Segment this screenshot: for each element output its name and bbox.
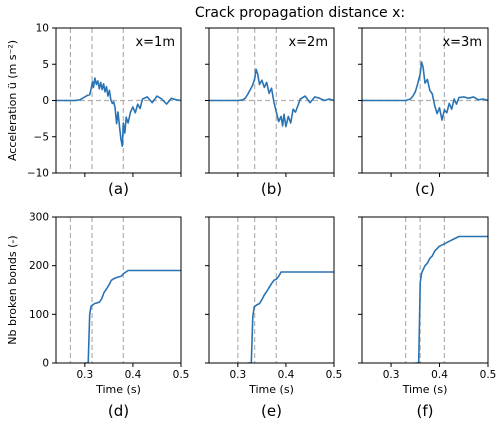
x-tick-label: 0.3 <box>383 369 400 381</box>
y-tick-label: 5 <box>42 59 49 71</box>
x-tick-label: 0.4 <box>431 369 448 381</box>
distance-annotation: x=3m <box>442 35 482 50</box>
panel-label: (f) <box>417 402 434 420</box>
distance-annotation: x=2m <box>288 35 328 50</box>
y-axis-label: Nb broken bonds (-) <box>6 235 19 344</box>
panel-label: (a) <box>108 180 129 198</box>
plot-frame <box>55 216 182 364</box>
x-axis-label: Time (s) <box>402 383 448 396</box>
x-tick-label: 0.5 <box>480 369 497 381</box>
x-tick-label: 0.5 <box>173 369 190 381</box>
series-line <box>56 77 181 147</box>
x-tick-label: 0.3 <box>76 369 93 381</box>
panel-e: 0.3 0.4 0.5 Time (s) (e) <box>205 216 343 420</box>
y-tick-label: 0 <box>42 95 49 107</box>
panel-b: x=2m (b) <box>205 27 335 198</box>
y-tick-label: 100 <box>29 309 49 321</box>
x-tick-label: 0.4 <box>278 369 295 381</box>
x-tick-label: 0.5 <box>326 369 343 381</box>
x-tick-label: 0.4 <box>125 369 142 381</box>
figure-title: Crack propagation distance x: <box>195 5 405 21</box>
plot-frame <box>208 216 335 364</box>
y-axis-label: Acceleration ü (m s⁻²) <box>6 40 19 161</box>
series-line <box>362 61 488 121</box>
y-tick-label: −5 <box>34 131 49 143</box>
y-tick-label: 10 <box>36 23 49 35</box>
panel-d: 0 100 200 300 0.3 0.4 0.5 Time (s) Nb broken bon… <box>6 212 189 421</box>
x-axis-label: Time (s) <box>95 383 141 396</box>
series-line <box>415 235 488 363</box>
panel-label: (b) <box>261 180 282 198</box>
y-tick-label: −10 <box>27 168 49 180</box>
panel-f: 0.3 0.4 0.5 Time (s) (f) <box>358 216 497 420</box>
y-tick-label: 200 <box>29 260 49 272</box>
x-tick-label: 0.3 <box>229 369 246 381</box>
x-axis-label: Time (s) <box>248 383 294 396</box>
y-tick-label: 300 <box>29 212 49 224</box>
distance-annotation: x=1m <box>135 35 175 50</box>
panel-label: (c) <box>415 180 435 198</box>
plot-frame <box>361 216 489 364</box>
series-line <box>84 269 181 363</box>
series-line <box>247 271 334 363</box>
panel-a: −10 −5 0 5 10 Acceleration ü (m s⁻²) x=1m (a) <box>6 23 182 198</box>
y-tick-label: 0 <box>42 358 49 370</box>
panel-label: (d) <box>108 402 129 420</box>
series-line <box>209 68 334 128</box>
panel-c: x=3m (c) <box>358 27 489 198</box>
panel-label: (e) <box>261 402 282 420</box>
